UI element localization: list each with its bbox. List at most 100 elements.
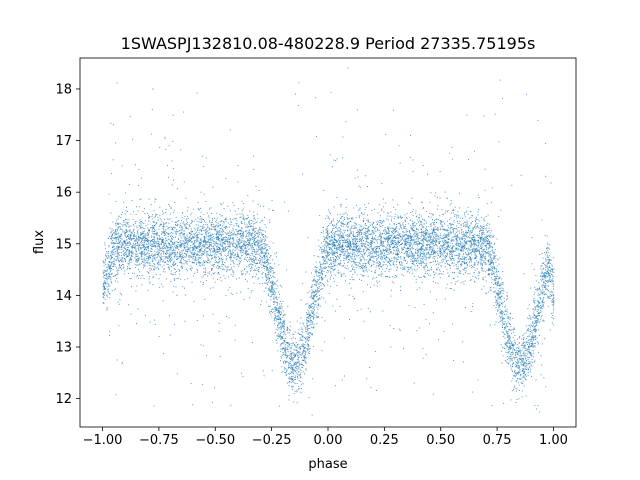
- data-point: [506, 323, 508, 325]
- data-point: [471, 244, 473, 246]
- data-point: [280, 321, 281, 323]
- data-point: [290, 378, 292, 380]
- data-point: [111, 237, 113, 239]
- data-point: [366, 225, 367, 227]
- data-point: [297, 371, 299, 373]
- data-point: [157, 262, 159, 264]
- data-point: [417, 229, 419, 231]
- data-point: [168, 254, 170, 256]
- data-point: [283, 201, 285, 203]
- data-point: [272, 284, 274, 286]
- data-point: [378, 261, 380, 262]
- data-point: [433, 245, 435, 247]
- data-point: [329, 240, 331, 242]
- data-point: [540, 290, 542, 292]
- data-point: [390, 249, 392, 250]
- data-point: [332, 263, 334, 265]
- data-point: [252, 228, 254, 230]
- data-point: [340, 250, 342, 252]
- data-point: [346, 240, 348, 242]
- data-point: [382, 221, 383, 223]
- data-point: [326, 235, 328, 237]
- data-point: [462, 246, 464, 248]
- data-point: [252, 230, 254, 232]
- data-point: [433, 237, 435, 239]
- data-point: [429, 323, 430, 325]
- data-point: [374, 269, 376, 271]
- data-point: [229, 269, 231, 271]
- data-point: [264, 244, 266, 246]
- data-point: [471, 234, 473, 236]
- data-point: [424, 263, 426, 265]
- data-point: [329, 154, 331, 156]
- data-point: [262, 252, 264, 254]
- data-point: [317, 289, 318, 291]
- data-point: [337, 214, 339, 216]
- data-point: [526, 93, 527, 95]
- data-point: [302, 383, 304, 385]
- data-point: [335, 224, 337, 226]
- data-point: [453, 262, 455, 264]
- data-point: [245, 246, 247, 248]
- data-point: [258, 246, 260, 248]
- data-point: [484, 242, 486, 244]
- data-point: [252, 200, 254, 202]
- data-point: [220, 235, 222, 237]
- data-point: [539, 315, 541, 317]
- data-point: [324, 262, 326, 264]
- data-point: [385, 229, 387, 231]
- data-point: [540, 275, 542, 277]
- data-point: [349, 235, 351, 237]
- data-point: [411, 253, 413, 255]
- data-point: [507, 348, 509, 350]
- data-point: [479, 231, 481, 233]
- data-point: [163, 223, 164, 225]
- data-point: [358, 248, 360, 250]
- data-point: [500, 292, 502, 294]
- data-point: [506, 292, 508, 294]
- data-point: [347, 221, 349, 223]
- data-point: [381, 256, 383, 258]
- data-point: [105, 283, 107, 285]
- data-point: [236, 253, 238, 255]
- data-point: [393, 282, 395, 284]
- data-point: [528, 346, 530, 348]
- data-point: [350, 227, 352, 229]
- data-point: [289, 325, 291, 327]
- data-point: [371, 209, 373, 211]
- data-point: [493, 287, 495, 289]
- data-point: [231, 243, 233, 245]
- data-point: [184, 239, 186, 241]
- data-point: [205, 228, 207, 230]
- data-point: [547, 259, 549, 261]
- data-point: [307, 326, 308, 328]
- data-point: [516, 356, 518, 358]
- data-point: [259, 261, 261, 263]
- data-point: [151, 215, 153, 217]
- data-point: [501, 278, 503, 280]
- data-point: [232, 260, 234, 262]
- data-point: [115, 200, 117, 202]
- data-point: [424, 256, 426, 258]
- data-point: [207, 254, 209, 256]
- data-point: [294, 390, 296, 392]
- data-point: [481, 255, 483, 257]
- data-point: [438, 238, 440, 240]
- data-point: [163, 245, 165, 247]
- data-point: [462, 254, 464, 256]
- data-point: [186, 260, 188, 262]
- data-point: [495, 255, 497, 257]
- data-point: [441, 221, 443, 222]
- data-point: [364, 252, 366, 254]
- data-point: [421, 229, 422, 230]
- data-point: [238, 240, 240, 242]
- data-point: [498, 322, 500, 324]
- data-point: [504, 327, 506, 329]
- data-point: [229, 249, 231, 251]
- data-point: [406, 261, 408, 263]
- data-point: [242, 232, 244, 234]
- data-point: [207, 247, 209, 249]
- data-point: [388, 237, 389, 239]
- data-point: [473, 280, 475, 282]
- data-point: [470, 241, 472, 243]
